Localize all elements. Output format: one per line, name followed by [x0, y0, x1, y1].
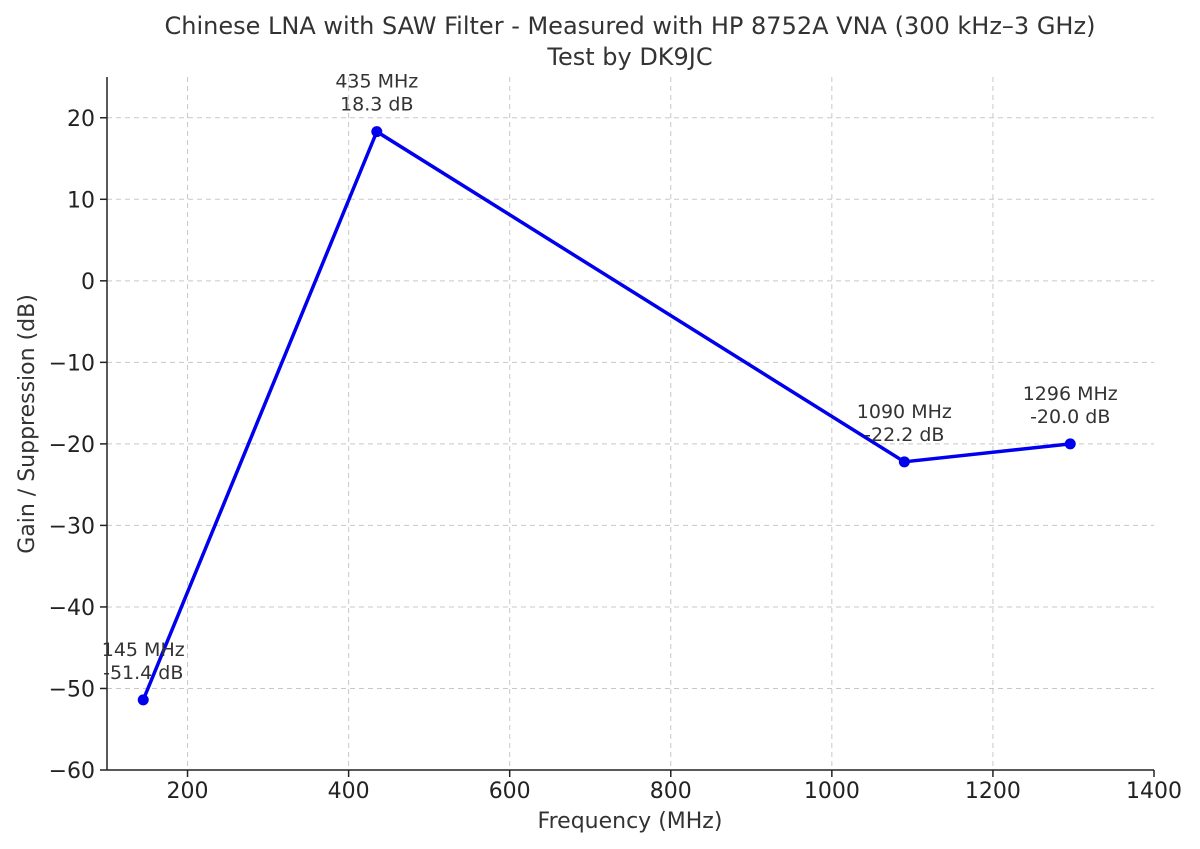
x-tick-label: 600: [489, 779, 531, 804]
data-label-frequency: 435 MHz: [335, 71, 418, 93]
data-label-frequency: 1090 MHz: [857, 401, 952, 423]
y-ticks: −60 −50 −40 −30 −20 −10 0 10 20: [49, 107, 107, 784]
data-label-frequency: 145 MHz: [102, 639, 185, 661]
data-point: [898, 456, 910, 468]
chart-subtitle: Test by DK9JC: [546, 43, 712, 71]
data-point: [137, 694, 149, 706]
data-label-value: -20.0 dB: [1030, 406, 1110, 428]
y-axis-label: Gain / Suppression (dB): [15, 294, 40, 554]
y-tick-label: −20: [49, 433, 95, 458]
y-tick-label: 10: [67, 188, 95, 213]
x-tick-label: 1200: [965, 779, 1021, 804]
y-tick-label: −10: [49, 351, 95, 376]
x-axis-label: Frequency (MHz): [538, 809, 723, 834]
data-point: [371, 126, 383, 138]
y-tick-label: −30: [49, 514, 95, 539]
x-tick-label: 800: [650, 779, 692, 804]
x-tick-label: 400: [328, 779, 370, 804]
y-tick-label: −50: [49, 677, 95, 702]
y-tick-label: 20: [67, 107, 95, 132]
series: [137, 126, 1076, 706]
series-line: [141, 129, 1071, 701]
y-tick-label: −60: [49, 759, 95, 784]
x-ticks: 200 400 600 800 1000 1200 1400: [167, 770, 1182, 804]
y-tick-label: −40: [49, 596, 95, 621]
chart-title: Chinese LNA with SAW Filter - Measured w…: [165, 12, 1096, 40]
x-tick-label: 1000: [804, 779, 860, 804]
grid: [107, 77, 1154, 770]
data-label-value: -22.2 dB: [864, 424, 944, 446]
x-tick-label: 200: [167, 779, 209, 804]
data-label-value: 18.3 dB: [340, 94, 413, 116]
y-tick-label: 0: [81, 270, 95, 295]
axes: [106, 77, 1154, 771]
x-tick-label: 1400: [1126, 779, 1182, 804]
data-label-frequency: 1296 MHz: [1023, 383, 1118, 405]
data-point: [1064, 438, 1076, 450]
data-label-value: -51.4 dB: [103, 662, 183, 684]
